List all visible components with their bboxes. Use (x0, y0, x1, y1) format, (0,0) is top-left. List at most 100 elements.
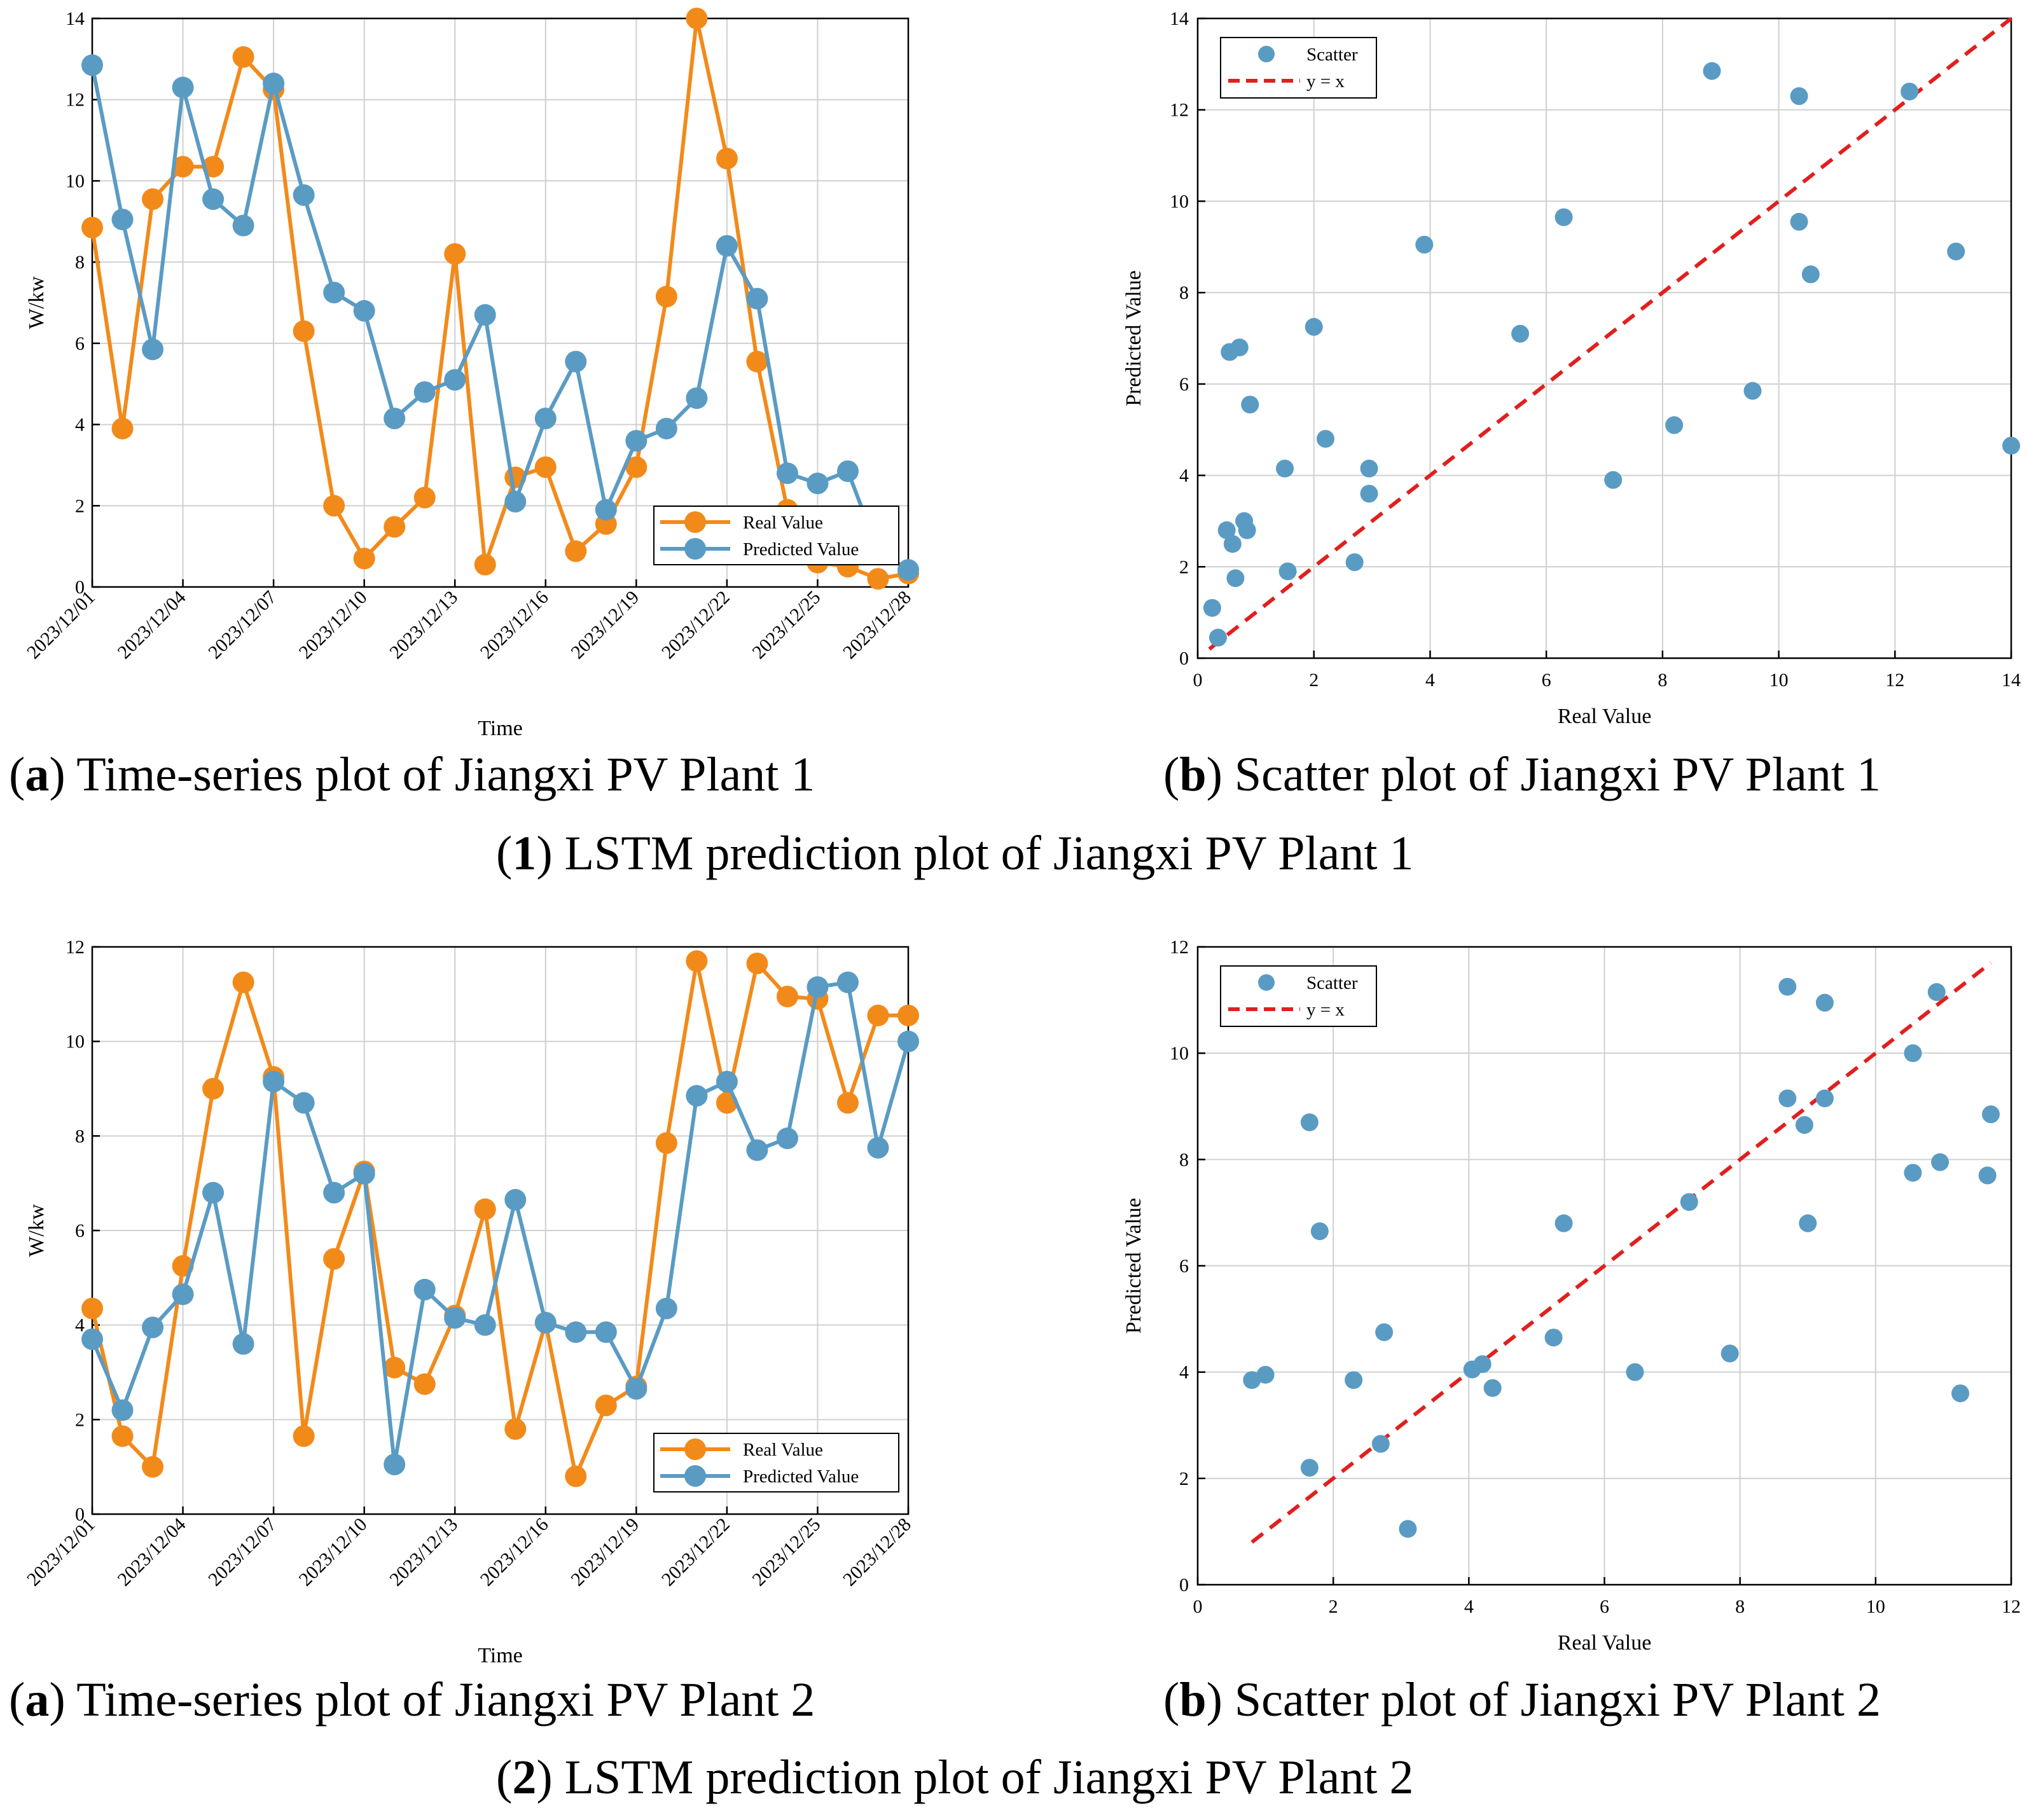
data-point (625, 430, 647, 452)
y-axis-label: Predicted Value (1122, 1198, 1146, 1334)
y-tick-label: 2 (75, 1409, 85, 1430)
data-point (746, 953, 768, 975)
scatter-points (1203, 62, 2020, 647)
legend: Scatter y = x (1220, 37, 1377, 99)
data-point (172, 76, 194, 99)
plot-frame (1196, 17, 2012, 659)
data-point (413, 1278, 436, 1300)
data-point (293, 1092, 315, 1114)
data-point (504, 1189, 527, 1211)
data-point (384, 516, 406, 538)
data-point (353, 1162, 375, 1185)
y-tick-label: 6 (75, 333, 85, 354)
x-tick-label: 12 (2002, 1596, 2021, 1617)
x-tick-label: 2023/12/19 (567, 1514, 643, 1590)
x-axis-label: Time (478, 1644, 523, 1667)
legend-label: y = x (1306, 71, 1345, 92)
scatter-point (1278, 562, 1297, 581)
data-point (655, 417, 677, 439)
data-point (716, 1070, 738, 1093)
scatter-point (1345, 1371, 1363, 1389)
data-point (413, 486, 436, 509)
y-tick-label: 0 (75, 1504, 85, 1525)
data-point (202, 188, 225, 210)
y-tick-label: 4 (75, 1315, 85, 1336)
data-point (776, 1127, 798, 1150)
scatter-point (1604, 471, 1623, 489)
x-tick-label: 8 (1735, 1596, 1745, 1617)
legend-label: Predicted Value (743, 1466, 859, 1487)
data-point (111, 1425, 134, 1447)
scatter-point (1978, 1166, 1997, 1185)
y-tick-label: 6 (1179, 374, 1189, 395)
data-point (534, 456, 557, 478)
data-point (293, 1425, 315, 1447)
data-point (686, 1085, 708, 1107)
scatter-point (1951, 1384, 1970, 1403)
y-tick-label: 10 (1170, 1043, 1189, 1064)
y-tick-label: 12 (66, 937, 85, 958)
series-line (90, 17, 909, 581)
y-tick-label: 10 (66, 170, 85, 191)
data-point (111, 1399, 134, 1421)
scatter-point (1511, 324, 1530, 343)
y-axis-label: W/kw (25, 276, 48, 329)
scatter-point (1483, 1379, 1502, 1397)
identity-line (1250, 961, 1992, 1544)
data-point (111, 417, 134, 439)
caption-a-plant-1: (a) Time-series plot of Jiangxi PV Plant… (9, 748, 815, 801)
legend-swatch-marker (684, 538, 706, 560)
data-point (686, 387, 708, 410)
scatter-point (1310, 1222, 1329, 1241)
data-point (323, 1182, 345, 1204)
scatter-point (1256, 1365, 1275, 1384)
data-point (565, 1465, 587, 1487)
legend: Real Value Predicted Value (653, 506, 899, 565)
scatter-point (1371, 1435, 1390, 1453)
y-tick-label: 8 (1179, 282, 1189, 303)
scatter-point (1226, 569, 1245, 588)
data-point (807, 472, 829, 495)
x-tick-label: 2023/12/10 (295, 1514, 371, 1590)
x-tick-label: 14 (2002, 670, 2021, 691)
x-axis-label: Real Value (1558, 705, 1652, 728)
scatter-point (1626, 1363, 1644, 1381)
x-tick-label: 2023/12/22 (658, 1514, 734, 1590)
series-real-value (81, 8, 919, 590)
data-point (232, 971, 254, 993)
x-tick-label: 2023/12/13 (385, 587, 462, 663)
scatter-point (1904, 1164, 1922, 1182)
data-point (353, 548, 375, 570)
data-point (232, 1333, 254, 1355)
caption-b-plant-2: (b) Scatter plot of Jiangxi PV Plant 2 (1163, 1673, 1881, 1727)
y-tick-label: 4 (75, 415, 85, 436)
data-point (444, 243, 466, 265)
scatter-chart-plant-1: 0 2 4 6 8 10 12 14 0 2 4 6 8 10 12 14 Real Value Predicte… (1122, 8, 2021, 728)
caption-group-2: (2) LSTM prediction plot of Jiangxi PV P… (496, 1751, 1414, 1804)
data-point (263, 1070, 285, 1093)
scatter-chart-plant-2: 0 2 4 6 8 10 12 0 2 4 6 8 10 12 Real Value Predicted Va… (1122, 937, 2021, 1655)
y-tick-label: 6 (1179, 1256, 1189, 1277)
scatter-point (1555, 208, 1573, 226)
y-tick-label: 14 (66, 8, 85, 29)
scatter-point (1300, 1459, 1319, 1477)
data-point (625, 456, 647, 478)
data-point (565, 540, 587, 562)
data-point (565, 1321, 587, 1343)
y-tick-label: 0 (1179, 648, 1189, 669)
scatter-point (1927, 983, 1946, 1002)
data-point (897, 559, 919, 581)
y-tick-label: 2 (1179, 1468, 1189, 1489)
scatter-point (1778, 1089, 1797, 1108)
data-point (142, 188, 164, 210)
x-tick-label: 2023/12/01 (23, 587, 99, 663)
x-tick-label: 2023/12/04 (114, 1514, 190, 1590)
data-point (293, 320, 315, 342)
x-tick-label: 6 (1542, 670, 1551, 691)
data-point (565, 350, 587, 373)
y-tick-label: 8 (75, 252, 85, 273)
x-tick-label: 2 (1329, 1596, 1338, 1617)
data-point (81, 216, 103, 238)
data-point (384, 1453, 406, 1475)
data-point (232, 214, 254, 237)
